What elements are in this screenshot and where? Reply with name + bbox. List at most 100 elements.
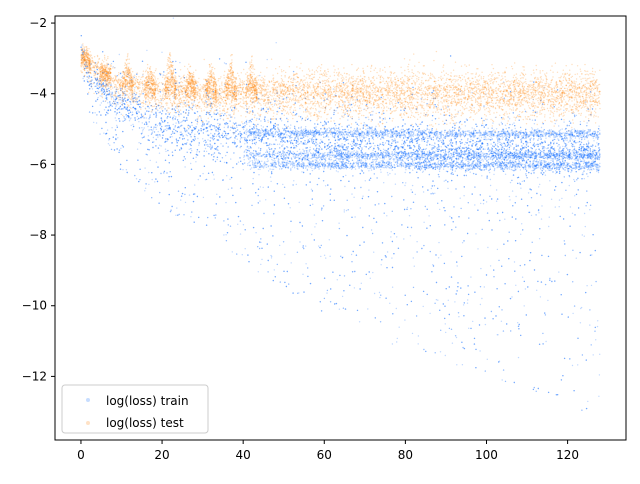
train-series-point [176, 207, 178, 209]
train-series-point [569, 206, 572, 208]
train-series-point [439, 208, 441, 211]
train-series-point [464, 143, 466, 146]
train-series-point [247, 146, 249, 148]
train-series-point [125, 169, 128, 171]
train-series-point [226, 134, 228, 137]
train-series-point [315, 126, 317, 128]
train-series-point [565, 154, 567, 156]
train-series-point [500, 320, 503, 322]
train-series-point [127, 99, 130, 101]
train-series-point [227, 145, 229, 148]
train-series-point [144, 187, 147, 189]
train-series-point [197, 137, 199, 140]
train-series-point [491, 150, 494, 152]
train-series-point [317, 143, 319, 145]
train-series-point [360, 140, 362, 142]
train-series-point [283, 147, 286, 149]
train-series-point [542, 168, 544, 170]
train-series-point [158, 111, 160, 114]
train-series-point [219, 117, 222, 120]
train-series-point [108, 139, 110, 141]
train-series-point [571, 212, 574, 214]
train-series-point [311, 233, 313, 236]
train-series-point [293, 144, 295, 146]
train-series-point [229, 107, 232, 109]
train-series-point [136, 115, 139, 118]
train-series-point [423, 221, 425, 223]
train-series-point [260, 125, 262, 127]
train-series-point [364, 180, 366, 182]
train-series-point [172, 123, 174, 126]
train-series-point [438, 123, 440, 126]
train-series-point [295, 165, 298, 167]
train-series-point [597, 171, 600, 174]
train-series-point [566, 136, 568, 139]
train-series-point [222, 179, 224, 181]
train-series-point [247, 157, 249, 159]
train-series-point [104, 92, 107, 94]
train-series-point [362, 195, 364, 197]
train-series-point [536, 289, 538, 291]
train-series-point [517, 163, 519, 165]
train-series-point [293, 180, 295, 182]
train-series-point [455, 143, 457, 146]
train-series-point [259, 200, 261, 202]
train-series-point [107, 93, 110, 95]
train-series-point [449, 156, 451, 158]
train-series-point [302, 156, 304, 158]
train-series-point [485, 201, 488, 203]
train-series-point [461, 364, 464, 366]
train-series-point [566, 144, 568, 146]
train-series-point [432, 168, 434, 170]
train-series-point [152, 128, 155, 130]
train-series-point [380, 171, 382, 173]
train-series-point [117, 137, 119, 139]
train-series-point [181, 120, 183, 123]
train-series-point [437, 257, 440, 259]
train-series-point [539, 183, 541, 186]
train-series-point [297, 139, 300, 141]
train-series-point [297, 138, 299, 140]
train-series-point [273, 162, 275, 164]
train-series-point [273, 269, 275, 271]
train-series-point [134, 94, 136, 96]
train-series-point [589, 324, 591, 326]
train-series-point [449, 215, 451, 218]
train-series-point [160, 99, 162, 102]
train-series-point [341, 143, 343, 145]
train-series-point [239, 233, 242, 235]
train-series-point [103, 109, 106, 111]
train-series-point [389, 145, 391, 147]
train-series-point [437, 299, 439, 301]
train-series-point [130, 103, 132, 106]
train-series-point [564, 142, 566, 145]
train-series-point [366, 127, 369, 130]
train-series-point [368, 189, 370, 191]
train-series-point [464, 125, 467, 127]
train-series-point [544, 147, 546, 149]
train-series-point [535, 134, 537, 136]
train-series-point [454, 116, 456, 118]
train-series-point [155, 161, 158, 163]
train-series-point [598, 125, 600, 127]
train-series-point [108, 77, 110, 80]
train-series-point [224, 136, 227, 139]
train-series-point [261, 258, 263, 261]
train-series-point [452, 155, 454, 158]
train-series-point [107, 102, 109, 104]
train-series-point [126, 116, 128, 118]
train-series-point [579, 322, 582, 324]
train-series-point [138, 121, 140, 123]
train-series-point [285, 125, 287, 127]
train-series-point [591, 146, 594, 148]
train-series-point [586, 122, 588, 124]
train-series-point [260, 120, 262, 122]
train-series-point [550, 198, 553, 200]
train-series-point [415, 158, 418, 160]
train-series-point [599, 162, 601, 165]
train-series-point [584, 225, 586, 228]
train-series-point [370, 143, 372, 145]
train-series-point [144, 190, 146, 192]
train-series-point [562, 138, 564, 140]
train-series-point [548, 225, 550, 228]
